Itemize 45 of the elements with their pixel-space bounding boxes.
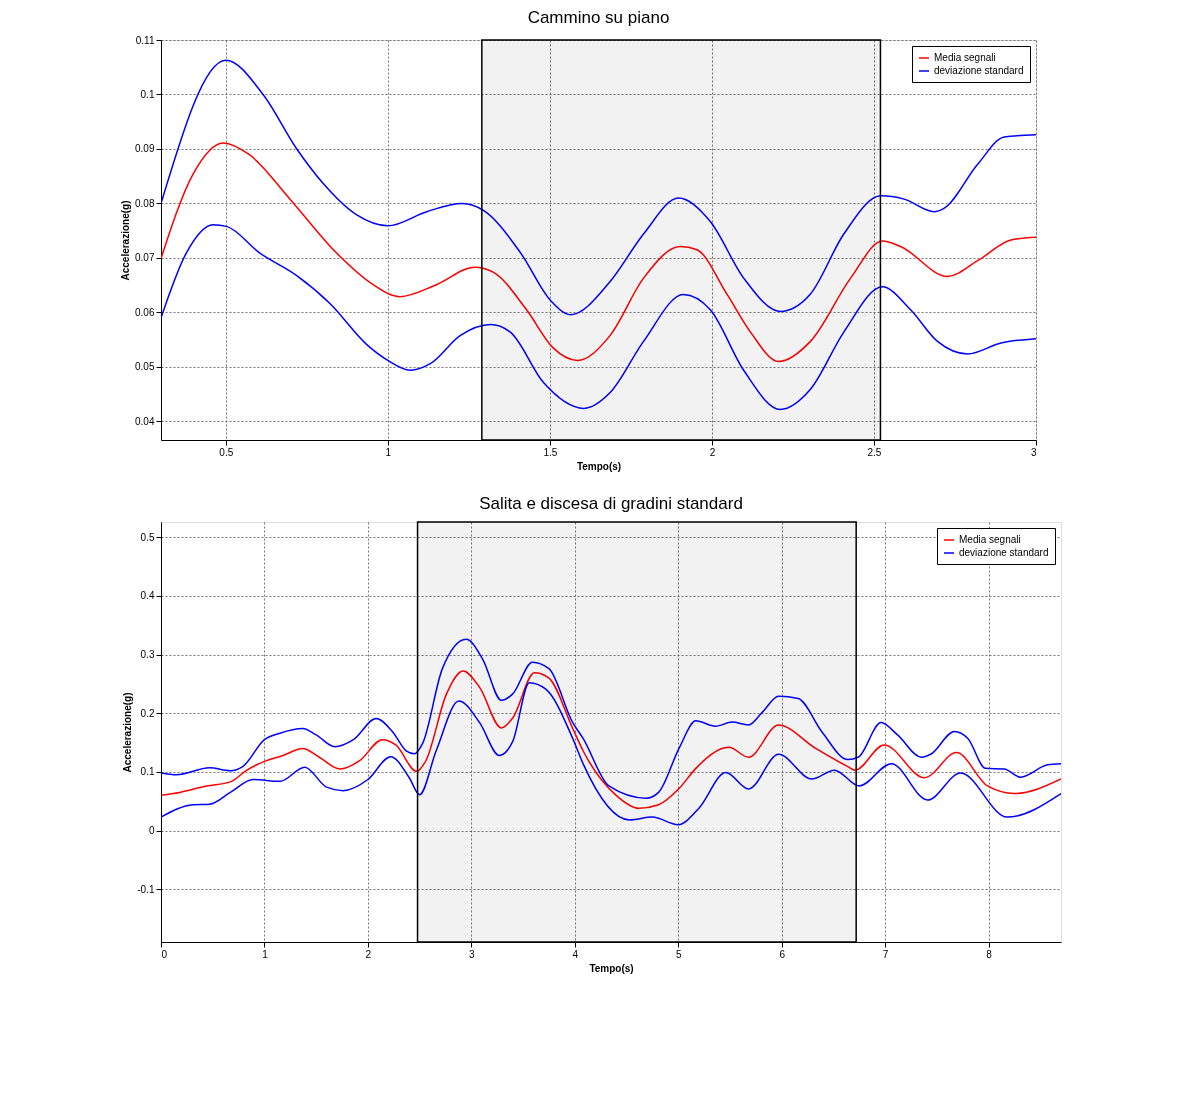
x-tick-label: 1.5 (543, 446, 558, 458)
x-axis-title: Tempo(s) (589, 962, 634, 974)
x-tick-label: 0 (161, 948, 168, 960)
legend-label: deviazione standard (934, 65, 1024, 76)
x-tick-label: 6 (779, 948, 786, 960)
y-tick-label: 0.05 (135, 361, 155, 373)
y-tick-label: 0.08 (135, 197, 155, 209)
y-axis-title: Accelerazione(g) (122, 692, 134, 773)
y-tick-label: 0.09 (135, 143, 155, 155)
chart-title: Cammino su piano (527, 8, 670, 27)
line-series (161, 223, 1036, 411)
y-tick-label: 0.5 (140, 531, 155, 543)
x-tick-label: 0.5 (219, 446, 234, 458)
y-tick-label: 0 (148, 825, 155, 837)
line-series (161, 638, 1061, 800)
y-tick-label: 0.04 (135, 415, 155, 427)
line-series (161, 670, 1061, 810)
x-tick-label: 2 (365, 948, 372, 960)
y-tick-label: 0.07 (135, 252, 155, 264)
legend-label: deviazione standard (959, 547, 1049, 558)
y-tick-label: 0.1 (140, 766, 155, 778)
chart-title: Salita e discesa di gradini standard (479, 494, 743, 514)
x-tick-label: 3 (1030, 446, 1037, 458)
x-tick-label: 5 (675, 948, 682, 960)
x-tick-label: 1 (262, 948, 269, 960)
y-tick-label: 0.06 (135, 306, 155, 318)
line-series (161, 681, 1061, 826)
y-tick-label: 0.1 (140, 89, 155, 100)
x-tick-label: 3 (469, 948, 476, 960)
x-tick-label: 1 (385, 446, 392, 458)
x-axis-title: Tempo(s) (576, 460, 622, 472)
x-tick-label: 4 (572, 948, 579, 960)
line-series (161, 142, 1036, 363)
y-tick-label: 0.11 (135, 34, 155, 46)
x-tick-label: 2.5 (867, 446, 882, 458)
legend-label: Media segnali (934, 52, 996, 63)
x-tick-label: 8 (986, 948, 993, 960)
y-axis-title: Accelerazione(g) (120, 200, 132, 281)
y-tick-label: -0.1 (137, 883, 155, 895)
y-tick-label: 0.2 (140, 707, 155, 719)
legend-label: Media segnali (959, 534, 1021, 545)
x-tick-label: 2 (709, 446, 716, 458)
y-tick-label: 0.3 (140, 649, 155, 661)
y-tick-label: 0.4 (140, 590, 155, 602)
x-tick-label: 7 (882, 948, 889, 960)
